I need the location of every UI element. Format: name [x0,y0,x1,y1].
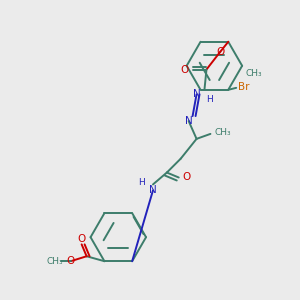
Text: O: O [67,256,75,266]
Text: O: O [77,234,86,244]
Text: CH₃: CH₃ [245,69,262,78]
Text: O: O [183,172,191,182]
Text: O: O [216,47,224,57]
Text: N: N [193,89,200,99]
Text: CH₃: CH₃ [214,128,231,137]
Text: Br: Br [238,82,250,92]
Text: H: H [138,178,145,187]
Text: N: N [149,185,157,195]
Text: CH₃: CH₃ [46,257,63,266]
Text: H: H [206,95,213,104]
Text: O: O [180,64,189,74]
Text: N: N [185,116,193,126]
